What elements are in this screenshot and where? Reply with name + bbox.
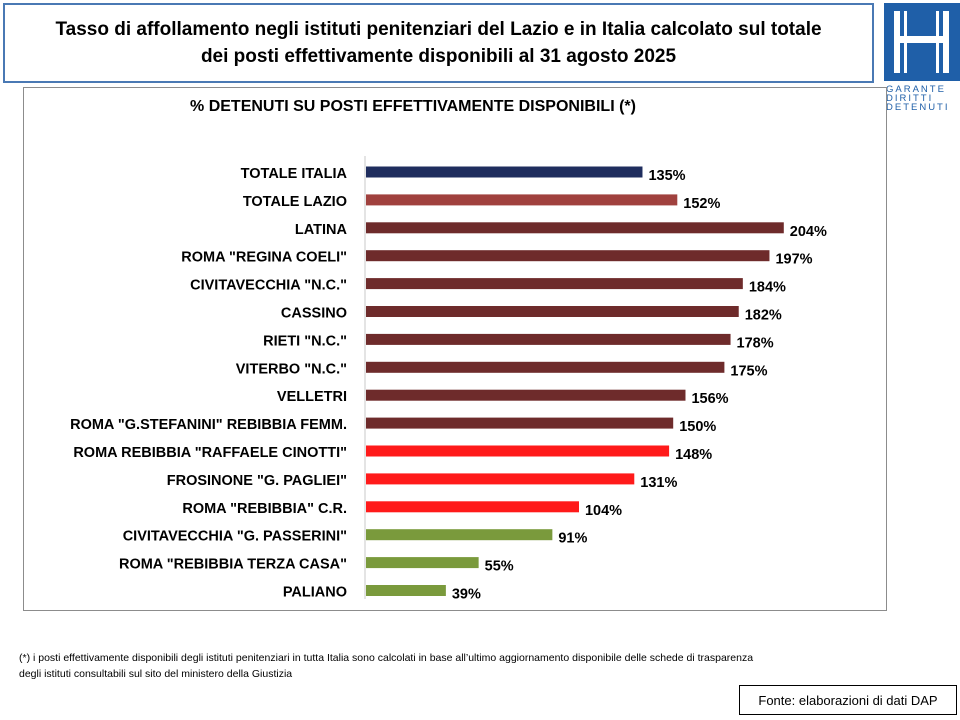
value-label: 178% xyxy=(737,335,774,351)
category-label: ROMA "REBIBBIA TERZA CASA" xyxy=(119,557,347,573)
category-label: LATINA xyxy=(295,222,348,238)
category-label: TOTALE ITALIA xyxy=(241,166,348,182)
bar xyxy=(366,333,731,345)
bar xyxy=(366,166,643,178)
category-label: CIVITAVECCHIA "N.C." xyxy=(190,278,347,294)
title-line-1: Tasso di affollamento negli istituti pen… xyxy=(55,19,822,40)
bar xyxy=(366,445,670,457)
chart-frame: % DETENUTI SU POSTI EFFETTIVAMENTE DISPO… xyxy=(23,87,887,611)
bar xyxy=(366,501,579,513)
bar xyxy=(366,194,678,206)
value-label: 152% xyxy=(683,196,720,212)
chart-title: % DETENUTI SU POSTI EFFETTIVAMENTE DISPO… xyxy=(190,98,636,115)
value-label: 131% xyxy=(640,475,677,491)
value-label: 175% xyxy=(730,363,767,379)
value-label: 197% xyxy=(775,252,812,268)
category-label: VITERBO "N.C." xyxy=(236,361,347,377)
title-box: Tasso di affollamento negli istituti pen… xyxy=(3,3,874,83)
category-label: ROMA "G.STEFANINI" REBIBBIA FEMM. xyxy=(70,417,347,433)
bar xyxy=(366,417,674,429)
value-label: 39% xyxy=(452,587,481,603)
value-label: 91% xyxy=(558,531,587,547)
footnote-line-2: degli istituti consultabili sul sito del… xyxy=(19,668,293,680)
bar xyxy=(366,306,739,317)
source-box: Fonte: elaborazioni di dati DAP xyxy=(739,685,957,715)
value-label: 148% xyxy=(675,447,712,463)
bars-layer: TOTALE ITALIA 135% TOTALE LAZIO 152% LATINA 2… xyxy=(70,166,827,603)
value-label: 150% xyxy=(679,419,716,435)
value-label: 182% xyxy=(745,308,782,324)
logo-text-1: GARANTE xyxy=(886,84,946,95)
footnote-line-1: (*) i posti effettivamente disponibili d… xyxy=(19,652,754,664)
logo-bars-icon xyxy=(894,11,949,73)
category-label: RIETI "N.C." xyxy=(263,333,347,349)
value-label: 184% xyxy=(749,280,786,296)
bar xyxy=(366,585,446,596)
footnote: (*) i posti effettivamente disponibili d… xyxy=(19,650,949,682)
bar xyxy=(366,473,635,485)
logo-text-3: DETENUTI xyxy=(886,102,950,110)
category-label: ROMA REBIBBIA "RAFFAELE CINOTTI" xyxy=(73,445,347,461)
bar xyxy=(366,250,770,262)
garante-logo: GARANTE DIRITTI DETENUTI xyxy=(884,3,960,110)
bar xyxy=(366,389,686,401)
bar xyxy=(366,529,553,541)
value-label: 204% xyxy=(790,224,827,240)
bar xyxy=(366,222,784,234)
source-label: Fonte: elaborazioni di dati DAP xyxy=(758,692,938,708)
category-label: FROSINONE "G. PAGLIEI" xyxy=(167,473,347,489)
category-label: VELLETRI xyxy=(277,389,347,405)
value-label: 104% xyxy=(585,503,622,519)
bar-chart: % DETENUTI SU POSTI EFFETTIVAMENTE DISPO… xyxy=(70,98,827,603)
value-label: 156% xyxy=(691,391,728,407)
value-label: 55% xyxy=(485,559,514,575)
category-label: TOTALE LAZIO xyxy=(243,194,347,210)
category-label: ROMA "REGINA COELI" xyxy=(181,250,347,266)
title-line-2: dei posti effettivamente disponibili al … xyxy=(200,46,677,67)
category-label: PALIANO xyxy=(283,585,347,601)
category-label: CASSINO xyxy=(281,306,347,322)
bar xyxy=(366,361,725,373)
bar xyxy=(366,278,743,290)
category-label: ROMA "REBIBBIA" C.R. xyxy=(182,501,347,517)
category-label: CIVITAVECCHIA "G. PASSERINI" xyxy=(123,529,347,545)
logo-text-2: DIRITTI xyxy=(886,93,933,104)
bar xyxy=(366,557,479,569)
value-label: 135% xyxy=(648,168,685,184)
